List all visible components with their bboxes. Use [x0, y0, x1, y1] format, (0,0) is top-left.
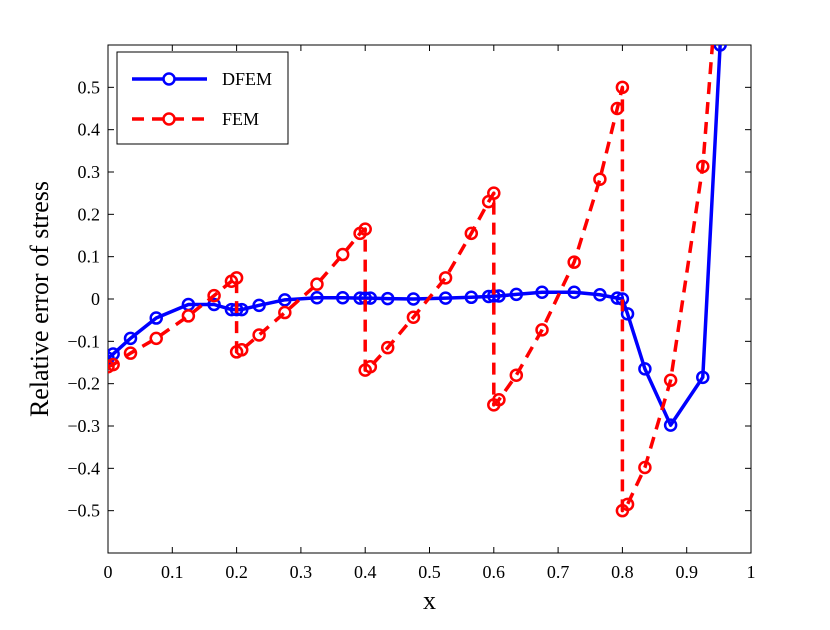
data-point-fem	[610, 101, 625, 116]
legend-label-dfem: DFEM	[222, 69, 272, 89]
y-tick-label: 0.1	[78, 247, 101, 267]
data-point-fem	[620, 497, 635, 512]
x-tick-label: 0.6	[483, 562, 506, 582]
data-point-fem	[464, 226, 479, 241]
y-tick-label: −0.1	[67, 331, 100, 351]
y-tick-label: −0.2	[67, 374, 100, 394]
data-point-fem	[335, 247, 350, 262]
data-point-fem	[380, 340, 395, 355]
data-point-dfem	[438, 291, 453, 305]
y-axis-label: Relative error of stress	[25, 181, 54, 417]
data-point-fem	[638, 460, 652, 475]
data-point-dfem	[567, 285, 581, 299]
series-layer	[108, 45, 727, 518]
data-point-dfem	[149, 311, 163, 325]
data-point-dfem	[310, 290, 324, 305]
series-line-dfem	[108, 45, 722, 427]
data-point-dfem	[252, 298, 266, 313]
data-point-dfem	[620, 307, 635, 321]
data-point-dfem	[278, 293, 292, 307]
data-point-dfem	[535, 285, 549, 299]
data-point-fem	[492, 393, 506, 407]
axes: 0 0.1 0.2 0.3 0.4 0.5 0.6 0.7 0.8 0.9 1 −0.5 −0.4 −0.…	[67, 44, 756, 582]
data-point-fem	[149, 331, 163, 346]
data-point-dfem	[663, 418, 678, 432]
data-point-fem	[108, 357, 120, 372]
data-point-dfem	[509, 287, 524, 302]
y-tick-label: 0.3	[78, 162, 101, 182]
data-point-dfem	[638, 362, 652, 376]
data-point-fem	[615, 80, 630, 95]
data-point-dfem	[380, 291, 395, 306]
x-tick-label: 1	[747, 562, 756, 582]
data-point-fem	[363, 359, 378, 374]
x-tick-label: 0	[104, 562, 113, 582]
data-point-dfem	[713, 45, 727, 52]
data-point-fem	[229, 271, 244, 285]
data-point-dfem	[363, 291, 378, 305]
data-point-fem	[535, 323, 549, 337]
data-point-fem	[181, 309, 196, 323]
x-axis-label: x	[423, 586, 436, 615]
data-point-fem	[123, 346, 138, 360]
data-point-dfem	[492, 289, 506, 303]
data-point-fem	[278, 305, 292, 320]
data-point-fem	[108, 359, 115, 374]
x-tick-label: 0.4	[354, 562, 377, 582]
y-tick-label: 0.4	[78, 120, 101, 140]
y-tick-label: 0.5	[78, 77, 101, 97]
y-tick-label: −0.4	[67, 458, 100, 478]
data-point-fem	[696, 159, 710, 174]
data-point-fem	[487, 186, 501, 200]
x-tick-label: 0.5	[418, 562, 441, 582]
x-tick-label: 0.9	[675, 562, 698, 582]
data-point-dfem	[406, 292, 421, 306]
data-point-dfem	[593, 288, 607, 302]
y-tick-label: 0.2	[78, 204, 101, 224]
data-point-fem	[358, 222, 372, 236]
data-point-dfem	[464, 290, 479, 305]
legend-marker-dfem	[162, 72, 176, 86]
data-point-fem	[406, 310, 421, 324]
data-point-fem	[509, 368, 524, 382]
legend-marker-fem	[162, 112, 176, 126]
data-point-dfem	[610, 291, 625, 305]
data-point-fem	[207, 288, 221, 303]
data-point-fem	[252, 328, 266, 342]
legend-box	[116, 51, 289, 145]
legend: DFEM FEM	[116, 51, 289, 145]
data-point-dfem	[123, 331, 138, 346]
data-point-dfem	[207, 297, 221, 312]
x-tick-label: 0.2	[225, 562, 248, 582]
x-tick-label: 0.3	[290, 562, 313, 582]
data-point-fem	[234, 343, 249, 357]
x-tick-label: 0.1	[161, 562, 184, 582]
data-point-fem	[567, 255, 581, 269]
data-point-fem	[310, 277, 324, 291]
data-point-fem	[593, 172, 607, 186]
data-point-fem	[663, 373, 678, 388]
x-tick-label: 0.7	[547, 562, 570, 582]
y-tick-label: 0	[91, 289, 100, 309]
data-point-dfem	[335, 290, 350, 305]
x-tick-label: 0.8	[611, 562, 634, 582]
legend-label-fem: FEM	[222, 109, 259, 129]
data-point-dfem	[696, 370, 710, 385]
y-tick-label: −0.3	[67, 416, 100, 436]
data-point-fem	[438, 271, 453, 285]
y-tick-label: −0.5	[67, 501, 100, 521]
